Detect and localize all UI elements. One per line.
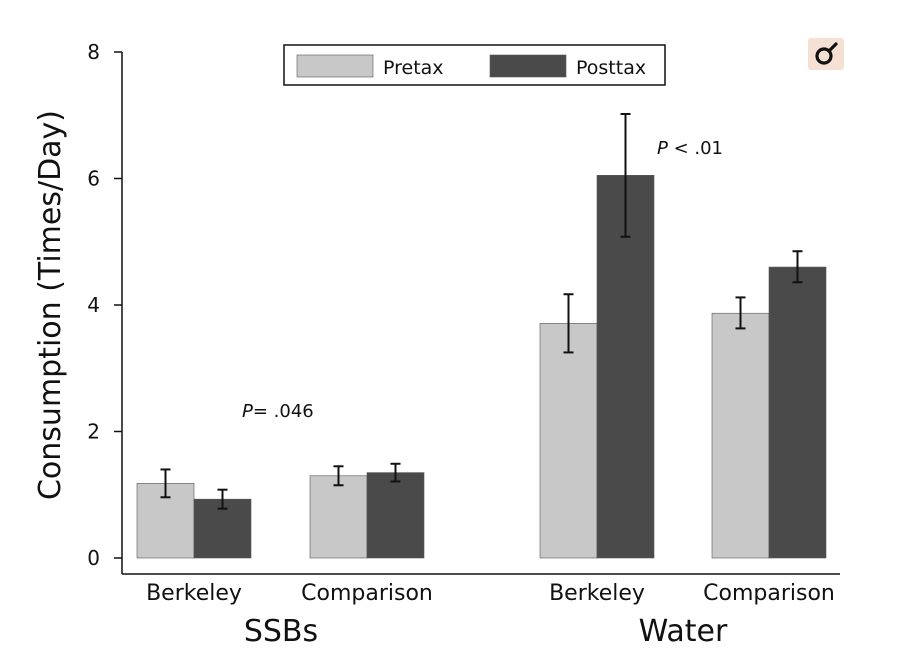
- legend-swatch: [296, 54, 374, 78]
- section-label: Water: [639, 614, 728, 649]
- labels: Consumption (Times/Day) Berkeley Compariso…: [33, 110, 835, 649]
- y-tick-label: 8: [87, 40, 100, 64]
- bar: [366, 472, 425, 559]
- section-label: SSBs: [244, 614, 318, 649]
- bar: [768, 266, 827, 559]
- p-value-annotation: P < .01: [657, 138, 723, 159]
- y-tick-label: 0: [87, 546, 100, 570]
- legend-label: Pretax: [383, 57, 444, 79]
- legend-swatch: [489, 54, 567, 78]
- y-tick-label: 6: [87, 167, 100, 191]
- group-label: Comparison: [301, 581, 433, 606]
- legend: Pretax Posttax: [283, 44, 666, 86]
- group-label: Comparison: [703, 581, 835, 606]
- group-label: Berkeley: [146, 581, 242, 606]
- bar: [711, 312, 770, 559]
- legend-label: Posttax: [576, 57, 646, 79]
- bars: [136, 112, 827, 559]
- y-axis-label: Consumption (Times/Day): [33, 110, 68, 500]
- bar: [596, 175, 655, 559]
- y-tick-label: 4: [87, 293, 100, 317]
- bar: [309, 475, 368, 559]
- magnifier-icon[interactable]: [808, 38, 844, 70]
- axes: 0 2 4 6 8: [87, 40, 840, 575]
- group-label: Berkeley: [549, 581, 645, 606]
- y-tick-label: 2: [87, 420, 100, 444]
- bar: [539, 323, 598, 559]
- p-value-annotation: P= .046: [242, 401, 314, 422]
